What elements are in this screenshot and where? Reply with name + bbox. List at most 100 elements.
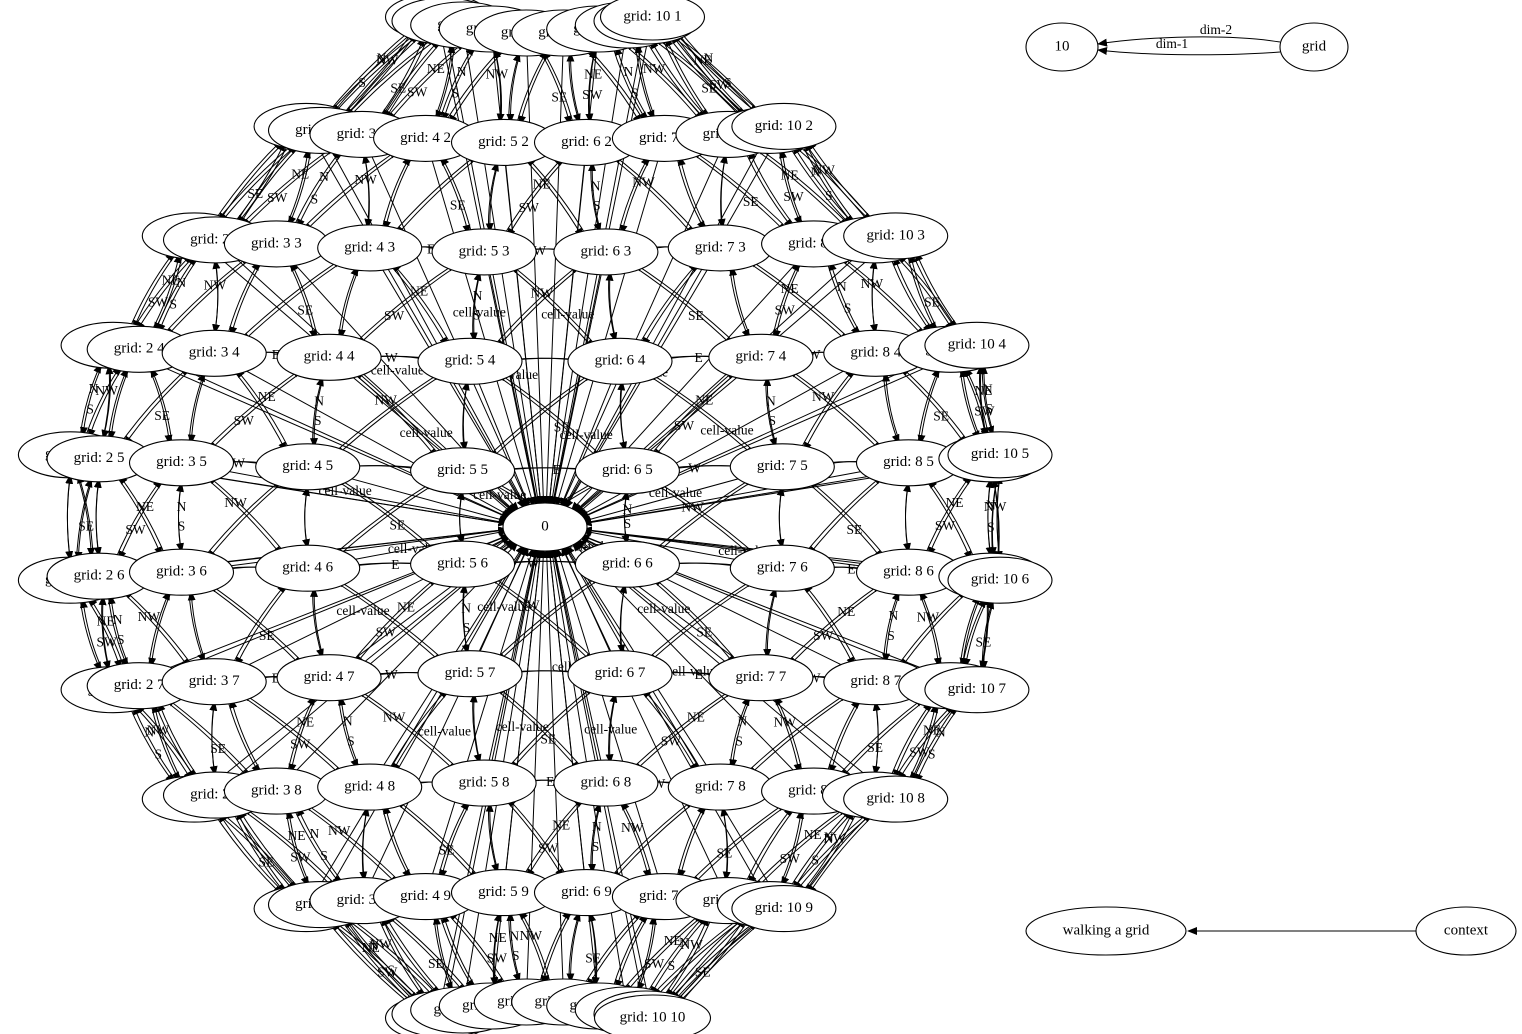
- direction-edge: [778, 808, 805, 889]
- direction-edge: [641, 687, 704, 774]
- direction-edge: [117, 588, 190, 670]
- cell-value-edge: [503, 547, 544, 893]
- direction-edge-label: NE: [162, 273, 180, 288]
- direction-edge: [354, 575, 444, 666]
- direction-edge: [208, 583, 309, 668]
- grid-cell-node-label: grid: 5 2: [478, 134, 529, 150]
- direction-edge: [586, 46, 647, 126]
- direction-edge: [438, 45, 475, 124]
- direction-edge: [136, 703, 198, 783]
- grid-cell-node-label: grid: 10 6: [971, 572, 1030, 588]
- direction-edge-label: NW: [383, 709, 406, 724]
- grid-cell-node: grid: 5 3: [431, 228, 537, 276]
- direction-edge: [128, 703, 175, 784]
- direction-edge: [241, 257, 349, 343]
- direction-edge-label: NE: [397, 599, 415, 614]
- grid-cell-node-label: grid: 8 4: [850, 345, 901, 361]
- cell-value-edge-label: cell-value: [418, 724, 471, 739]
- grid-cell-node: grid: 4 3: [317, 224, 423, 272]
- grid-cell-node: grid: 6 5: [574, 447, 680, 495]
- direction-edge: [118, 477, 167, 561]
- direction-edge-label: N: [679, 935, 689, 950]
- direction-edge-label: SW: [674, 418, 695, 433]
- walking-node-label: walking a grid: [1063, 922, 1150, 938]
- grid-cell-node: grid: 7 6: [729, 544, 835, 592]
- grid-cell-node-label: grid: 4 8: [344, 779, 395, 795]
- direction-edge-label: SE: [933, 408, 949, 423]
- grid-cell-node: grid: 10 2: [731, 102, 837, 150]
- direction-edge-label: N: [837, 279, 847, 294]
- grid-cell-node: grid: 10 1: [599, 0, 706, 41]
- direction-edge: [335, 578, 449, 665]
- context-node-label: context: [1444, 922, 1489, 938]
- grid-cell-node: grid: 5 5: [410, 447, 516, 495]
- direction-edge: [979, 363, 996, 438]
- direction-edge-label: N: [824, 829, 834, 844]
- direction-edge-label: W: [385, 350, 398, 365]
- direction-edge: [206, 474, 289, 558]
- direction-edge: [665, 917, 745, 1003]
- direction-edge: [633, 687, 740, 773]
- direction-edge: [919, 590, 943, 669]
- dim-target-node-label: 10: [1055, 38, 1070, 54]
- cell-value-edge: [525, 548, 548, 1003]
- cell-value-edge: [564, 544, 785, 909]
- grid-cell-node: grid: 4 4: [276, 333, 382, 381]
- direction-edge: [959, 594, 980, 669]
- cell-value-edge-label: cell-value: [371, 362, 424, 377]
- direction-edge: [518, 48, 552, 126]
- direction-edge: [807, 478, 889, 562]
- direction-edge: [113, 478, 163, 562]
- direction-edge: [150, 701, 180, 782]
- direction-edge: [888, 701, 932, 781]
- direction-edge: [74, 476, 94, 562]
- cell-value-edge: [581, 462, 909, 526]
- context-node: context: [1415, 906, 1517, 956]
- grid-cell-node-label: grid: 4 9: [400, 888, 451, 904]
- direction-edge-label: S: [593, 198, 601, 213]
- direction-edge: [743, 148, 794, 229]
- direction-edge: [634, 42, 655, 121]
- direction-edge-label: SE: [688, 308, 704, 323]
- direction-edge: [647, 577, 761, 664]
- grid-cell-node-label: grid: 5 5: [437, 462, 488, 478]
- direction-edge: [441, 912, 479, 991]
- grid-cell-node-label: grid: 4 4: [304, 349, 355, 365]
- direction-edge: [660, 915, 709, 1000]
- grid-cell-node: grid: 5 2: [450, 118, 557, 166]
- direction-edge: [568, 911, 581, 985]
- direction-edge-label: N: [377, 51, 387, 66]
- grid-cell-node: grid: 4 9: [373, 873, 479, 921]
- cell-value-edge: [563, 130, 770, 509]
- dim-1-edge: [1097, 47, 1281, 56]
- cell-value-edge: [483, 251, 539, 507]
- cell-value-edge-label: cell-value: [637, 601, 690, 616]
- direction-edge-label: E: [546, 774, 554, 789]
- direction-edge-label: SW: [407, 84, 428, 99]
- grid-cell-node: grid: 7 8: [667, 763, 773, 811]
- direction-edge: [621, 800, 653, 881]
- direction-edge: [588, 161, 602, 235]
- direction-edge-label: N: [177, 499, 187, 514]
- direction-edge: [123, 589, 196, 670]
- grid-cell-node-label: grid: 2 7: [114, 677, 165, 693]
- direction-edge: [897, 253, 960, 333]
- direction-edge: [720, 806, 729, 883]
- direction-edge: [627, 688, 734, 774]
- direction-edge: [506, 50, 522, 124]
- direction-edge-label: S: [358, 75, 366, 90]
- direction-edge-label: E: [272, 670, 280, 685]
- direction-edge: [329, 371, 443, 458]
- direction-edge: [634, 914, 658, 994]
- grid-cell-node: grid: 3 8: [223, 767, 329, 815]
- direction-edge-label: SE: [696, 625, 712, 640]
- direction-edge-label: NE: [694, 52, 712, 67]
- cell-value-edge-label: cell-value: [666, 663, 719, 678]
- direction-edge: [107, 594, 131, 670]
- direction-edge: [882, 371, 902, 446]
- cell-value-edge-label: cell-value: [453, 304, 506, 319]
- direction-edge: [787, 808, 852, 892]
- direction-edge: [608, 692, 618, 766]
- direction-edge: [646, 575, 736, 666]
- grid-cell-node: grid: 4 7: [276, 654, 382, 702]
